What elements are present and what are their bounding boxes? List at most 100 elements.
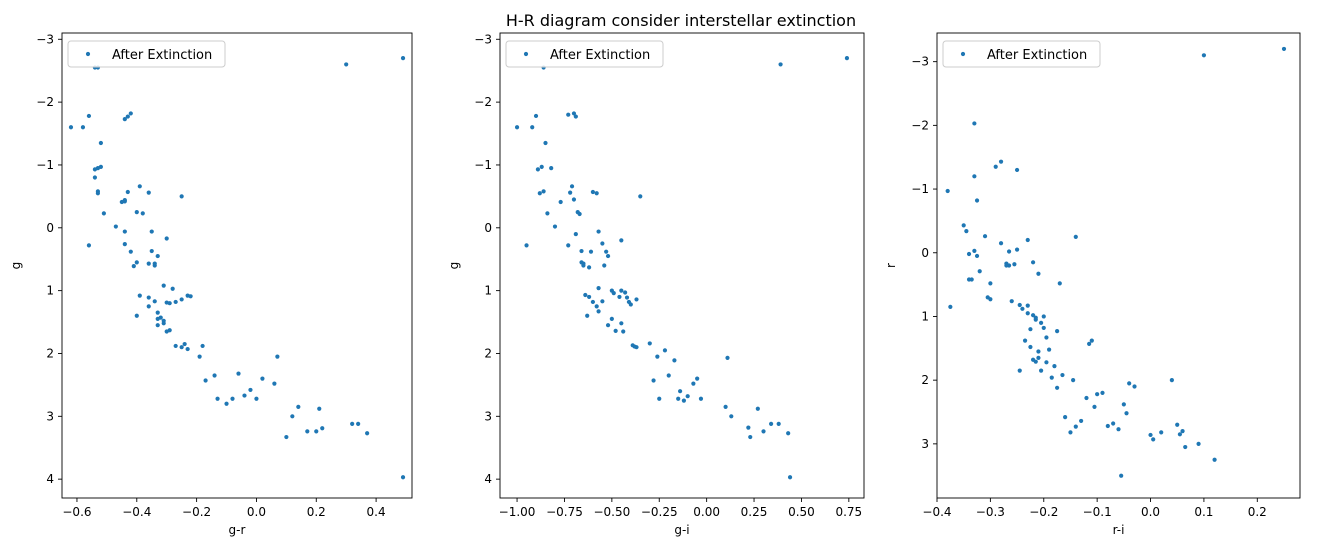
scatter-point — [122, 199, 127, 204]
scatter-point — [1159, 430, 1164, 435]
legend-label: After Extinction — [987, 48, 1087, 63]
scatter-point — [1201, 53, 1207, 58]
scatter-point — [182, 341, 187, 347]
scatter-point — [140, 211, 145, 216]
x-tick-label: 0.2 — [307, 505, 326, 519]
scatter-point — [537, 191, 542, 196]
y-tick-label: −1 — [474, 158, 492, 172]
plot-frame-ri — [936, 32, 1301, 499]
y-tick-label: 3 — [46, 409, 54, 423]
scatter-point — [590, 299, 596, 305]
scatter-point — [725, 355, 730, 360]
scatter-point — [844, 56, 850, 61]
scatter-point — [1105, 423, 1110, 429]
scatter-point — [945, 188, 950, 194]
scatter-point — [621, 329, 626, 334]
scatter-point — [149, 248, 154, 254]
scatter-point — [1073, 424, 1078, 429]
y-tick-label: 3 — [921, 437, 929, 451]
scatter-point — [628, 302, 633, 307]
scatter-point — [1047, 347, 1052, 352]
scatter-point — [1175, 422, 1180, 427]
scatter-point — [95, 166, 100, 171]
scatter-point — [167, 328, 172, 333]
scatter-point — [1121, 402, 1126, 407]
scatter-point — [604, 249, 609, 254]
scatter-point — [1119, 473, 1124, 478]
scatter-point — [173, 343, 178, 349]
scatter-point — [86, 243, 92, 248]
scatter-point — [122, 242, 127, 247]
scatter-point — [197, 354, 202, 359]
y-tick-label: 4 — [46, 472, 54, 486]
scatter-point — [1063, 415, 1068, 420]
scatter-point — [624, 295, 630, 300]
scatter-point — [149, 229, 154, 234]
scatter-point — [1025, 311, 1030, 316]
scatter-point — [1100, 390, 1105, 395]
scatter-point — [173, 299, 178, 305]
scatter-point — [964, 229, 969, 234]
scatter-point — [662, 348, 668, 353]
scatter-point — [185, 346, 190, 352]
plot-frame-gi — [499, 32, 865, 499]
scatter-point — [161, 283, 166, 288]
scatter-point — [676, 396, 681, 401]
scatter-point — [579, 260, 584, 265]
scatter-point — [678, 389, 683, 394]
scatter-point — [600, 241, 605, 246]
scatter-point — [1006, 249, 1012, 254]
scatter-point — [657, 396, 662, 401]
scatter-point — [533, 113, 539, 119]
scatter-point — [609, 316, 614, 322]
scatter-point — [134, 260, 139, 265]
scatter-point — [998, 159, 1004, 164]
legend-marker — [960, 51, 966, 57]
y-tick-label: −1 — [36, 158, 54, 172]
x-tick-label: 0.4 — [367, 505, 386, 519]
y-tick-label: 1 — [921, 309, 929, 323]
scatter-point — [1124, 411, 1129, 416]
scatter-point — [1183, 444, 1188, 450]
scatter-point — [1036, 349, 1041, 354]
legend-gi: After Extinction — [505, 40, 664, 68]
scatter-point — [1071, 378, 1076, 383]
scatter-point — [577, 211, 582, 217]
scatter-point — [998, 241, 1004, 246]
y-tick-label: −2 — [911, 118, 929, 132]
scatter-point — [619, 288, 624, 293]
scatter-point — [778, 62, 783, 67]
legend-box — [942, 40, 1101, 68]
x-tick-label: −0.4 — [922, 505, 951, 519]
scatter-point — [982, 234, 988, 239]
figure-title: H-R diagram consider interstellar extinc… — [506, 11, 856, 30]
scatter-point — [122, 229, 127, 234]
scatter-point — [86, 113, 92, 119]
scatter-point — [611, 291, 616, 296]
scatter-point — [1036, 355, 1041, 360]
scatter-point — [284, 434, 289, 440]
scatter-point — [242, 393, 247, 398]
x-tick-label: −0.50 — [593, 505, 630, 519]
scatter-point — [134, 209, 139, 215]
scatter-point — [596, 286, 601, 291]
scatter-point — [514, 125, 520, 130]
scatter-point — [530, 125, 535, 130]
scatter-point — [152, 299, 157, 304]
scatter-point — [613, 328, 618, 333]
scatter-point — [594, 304, 599, 309]
scatter-point — [619, 321, 624, 326]
scatter-point — [1041, 325, 1046, 331]
scatter-point — [275, 354, 280, 359]
scatter-point — [966, 251, 972, 257]
scatter-point — [1041, 314, 1046, 319]
scatter-point — [113, 224, 118, 229]
x-tick-label: −0.2 — [1029, 505, 1058, 519]
scatter-point — [317, 406, 322, 411]
scatter-point — [137, 293, 142, 298]
scatter-point — [972, 121, 977, 126]
scatter-point — [1028, 344, 1033, 350]
scatter-point — [1039, 320, 1044, 325]
scatter-point — [167, 301, 172, 306]
